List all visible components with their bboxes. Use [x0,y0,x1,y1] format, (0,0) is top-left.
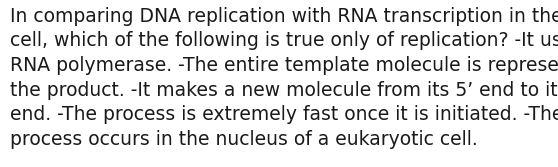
Text: In comparing DNA replication with RNA transcription in the same
cell, which of t: In comparing DNA replication with RNA tr… [10,7,558,149]
